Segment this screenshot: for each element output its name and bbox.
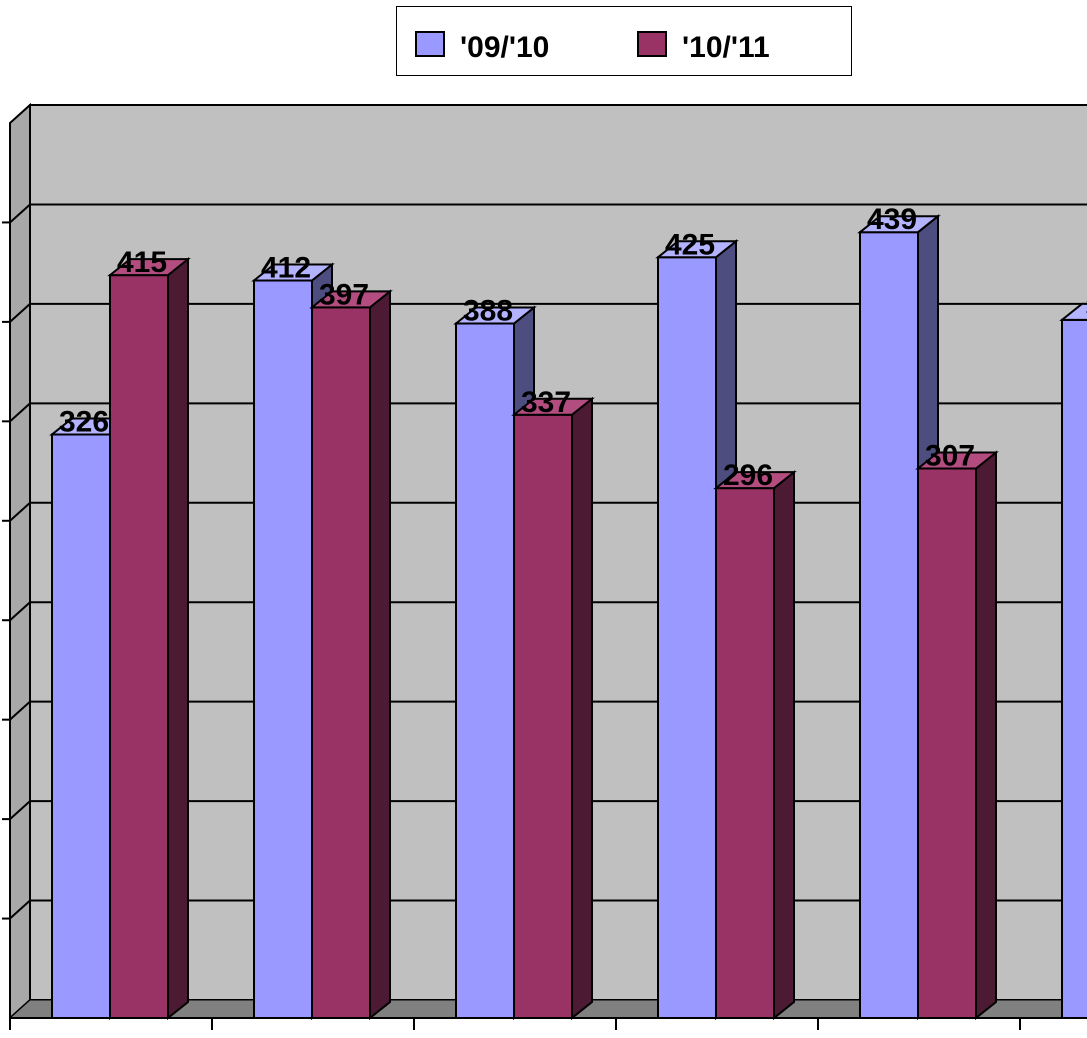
legend-swatch-series-1 — [415, 31, 445, 57]
bar — [715, 487, 775, 1020]
gridline-side — [9, 800, 31, 820]
chart-legend: '09/'10 '10/'11 — [396, 6, 852, 76]
bar-side — [975, 450, 997, 1021]
bar-top — [915, 451, 999, 470]
gridline-side — [9, 203, 31, 224]
legend-item-series-2: '10/'11 — [637, 29, 770, 63]
bar-top — [857, 215, 941, 234]
data-label: 3 — [1086, 291, 1087, 324]
bar — [513, 413, 573, 1019]
gridline-side — [9, 700, 31, 721]
bar-top — [655, 240, 739, 259]
bar — [51, 433, 111, 1019]
bar-top — [1059, 302, 1087, 321]
data-label: 412 — [261, 252, 311, 285]
bar — [917, 467, 977, 1020]
data-label: 425 — [665, 228, 715, 261]
bar-top — [713, 471, 797, 490]
data-label: 296 — [723, 459, 773, 492]
legend-label-series-2: '10/'11 — [682, 31, 770, 64]
legend-item-series-1: '09/'10 — [415, 29, 549, 63]
bar-top — [309, 290, 393, 309]
bar — [253, 279, 313, 1019]
bar-top — [251, 263, 335, 282]
legend-swatch-series-2 — [637, 31, 667, 57]
data-label: 439 — [867, 203, 917, 236]
data-label: 326 — [59, 405, 109, 438]
bar-side — [167, 257, 189, 1021]
bar — [455, 322, 515, 1020]
data-label: 397 — [319, 278, 369, 311]
bar-side — [369, 289, 391, 1021]
side-wall — [9, 102, 31, 1021]
bar-side — [571, 396, 593, 1021]
bar-top — [511, 397, 595, 416]
gridline-side — [9, 899, 31, 920]
bar-top — [453, 306, 537, 325]
bar — [859, 231, 919, 1019]
gridline-side — [9, 303, 31, 323]
gridline-side — [9, 601, 31, 621]
bar — [311, 306, 371, 1019]
bar-side — [773, 470, 795, 1021]
legend-label-series-1: '09/'10 — [460, 31, 550, 64]
bar — [109, 274, 169, 1019]
data-label: 337 — [521, 386, 571, 419]
data-label: 307 — [925, 439, 975, 472]
bar — [1061, 318, 1087, 1019]
data-label: 415 — [117, 246, 167, 279]
gridline-side — [9, 402, 31, 423]
data-label: 388 — [463, 294, 513, 327]
bar — [657, 256, 717, 1019]
gridline-side — [9, 502, 31, 522]
bar-top — [107, 258, 191, 277]
